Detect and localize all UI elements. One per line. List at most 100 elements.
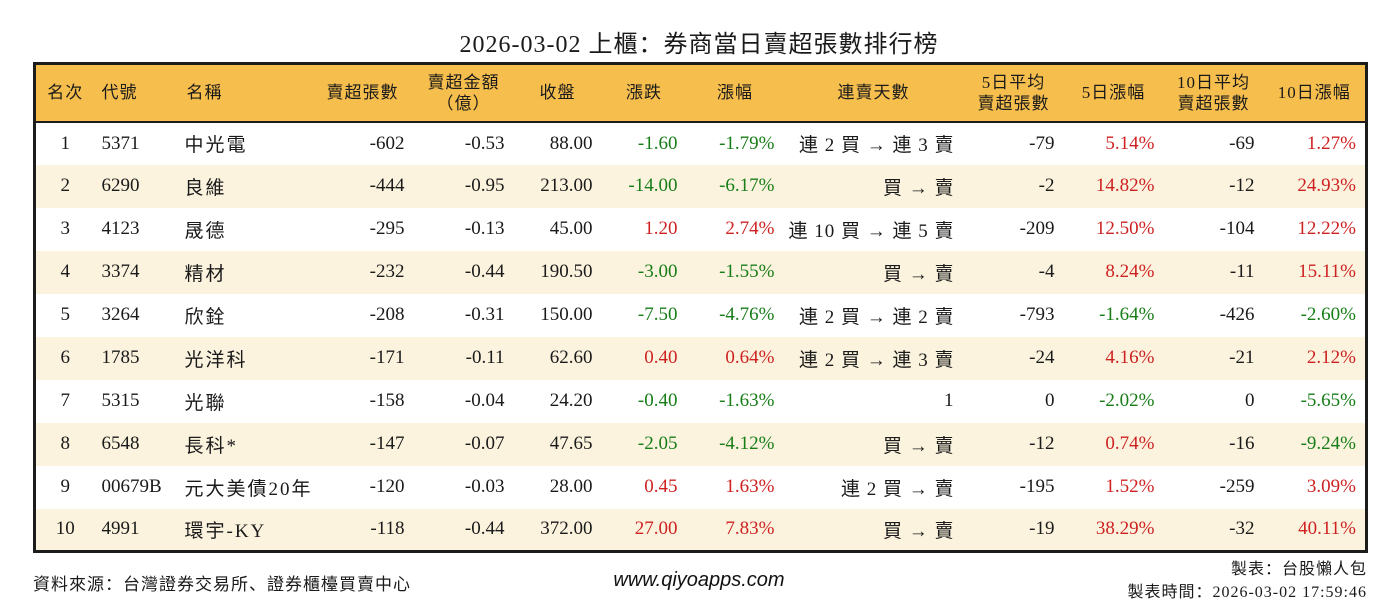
cell-amount: -0.53 bbox=[464, 132, 505, 154]
cell-rank: 2 bbox=[60, 175, 71, 196]
cell-pct5: 0.74% bbox=[1105, 433, 1155, 454]
cell-pct5: 5.14% bbox=[1105, 132, 1155, 154]
cell-name: 晟德 bbox=[184, 220, 227, 242]
cell-change: 1.20 bbox=[644, 218, 678, 239]
credit-made-at: 製表時間：2026-03-02 17:59:46 bbox=[1127, 584, 1367, 601]
cell-pct5: -1.64% bbox=[1099, 304, 1155, 325]
data-source-text: 資料來源：台灣證券交易所、證券櫃檯買賣中心 bbox=[33, 575, 411, 594]
cell-amount: -0.95 bbox=[464, 175, 505, 196]
cell-streak: 買 → 賣 bbox=[882, 520, 955, 542]
cell-avg10: -69 bbox=[1229, 132, 1255, 154]
table-row: 10 4991 環宇-KY -118 -0.44 372.00 27.00 7.… bbox=[34, 508, 1367, 552]
cell-change-pct: -1.55% bbox=[719, 261, 775, 282]
cell-close: 372.00 bbox=[540, 518, 593, 540]
cell-streak: 1 bbox=[944, 390, 955, 411]
page-title: 2026-03-02 上櫃：券商當日賣超張數排行榜 bbox=[459, 32, 939, 58]
cell-amount: -0.31 bbox=[464, 304, 505, 325]
cell-change: -14.00 bbox=[628, 175, 678, 196]
col-header-amount: 賣超金額 （億） bbox=[413, 63, 514, 123]
cell-net-sell: -118 bbox=[370, 518, 405, 540]
cell-pct10: 12.22% bbox=[1297, 218, 1356, 239]
cell-pct5: 38.29% bbox=[1095, 518, 1155, 540]
cell-code: 6548 bbox=[101, 433, 140, 454]
cell-net-sell: -147 bbox=[369, 433, 405, 454]
cell-avg5: -209 bbox=[1019, 218, 1055, 239]
cell-avg5: -79 bbox=[1029, 132, 1055, 154]
col-header-streak: 連賣天數 bbox=[783, 63, 964, 123]
cell-avg10: -426 bbox=[1219, 304, 1255, 325]
cell-amount: -0.04 bbox=[464, 390, 505, 411]
credit-maker: 製表：台股懶人包 bbox=[1230, 561, 1367, 578]
cell-avg10: -21 bbox=[1229, 347, 1255, 368]
cell-name: 光聯 bbox=[184, 392, 227, 414]
cell-change-pct: -1.79% bbox=[719, 132, 775, 154]
cell-code: 3374 bbox=[101, 261, 140, 282]
table-row: 7 5315 光聯 -158 -0.04 24.20 -0.40 -1.63% … bbox=[34, 379, 1367, 423]
cell-code: 5371 bbox=[101, 132, 140, 154]
table-body: 1 5371 中光電 -602 -0.53 88.00 -1.60 -1.79%… bbox=[34, 121, 1367, 552]
cell-avg10: -12 bbox=[1229, 175, 1255, 196]
col-header-pct5: 5日漲幅 bbox=[1063, 63, 1164, 123]
cell-code: 00679B bbox=[101, 476, 162, 497]
cell-name: 良維 bbox=[184, 177, 227, 199]
cell-rank: 5 bbox=[60, 304, 71, 325]
cell-rank: 4 bbox=[60, 261, 71, 282]
col-header-name: 名稱 bbox=[179, 63, 312, 123]
cell-change-pct: -4.12% bbox=[719, 433, 775, 454]
cell-avg10: -32 bbox=[1229, 518, 1255, 540]
cell-close: 24.20 bbox=[549, 390, 593, 411]
col-header-avg5: 5日平均 賣超張數 bbox=[963, 63, 1064, 123]
cell-amount: -0.03 bbox=[464, 476, 505, 497]
col-header-rank: 名次 bbox=[34, 63, 95, 123]
table-row: 5 3264 欣銓 -208 -0.31 150.00 -7.50 -4.76%… bbox=[34, 293, 1367, 337]
cell-avg5: 0 bbox=[1045, 390, 1055, 411]
cell-avg5: -793 bbox=[1019, 304, 1055, 325]
cell-amount: -0.44 bbox=[464, 518, 505, 540]
cell-pct10: -9.24% bbox=[1300, 433, 1356, 454]
cell-change: -7.50 bbox=[637, 304, 678, 325]
cell-change-pct: -4.76% bbox=[719, 304, 775, 325]
cell-streak: 買 → 賣 bbox=[882, 263, 955, 285]
cell-change: -1.60 bbox=[637, 132, 678, 154]
cell-streak: 連 2 買 → 連 2 賣 bbox=[798, 306, 955, 328]
cell-amount: -0.13 bbox=[464, 218, 505, 239]
cell-pct5: -2.02% bbox=[1099, 390, 1155, 411]
cell-rank: 10 bbox=[55, 518, 75, 540]
cell-net-sell: -208 bbox=[369, 304, 405, 325]
cell-code: 3264 bbox=[101, 304, 140, 325]
cell-pct10: 15.11% bbox=[1298, 261, 1356, 282]
cell-net-sell: -602 bbox=[369, 132, 405, 154]
cell-avg10: 0 bbox=[1245, 390, 1255, 411]
cell-pct10: 1.27% bbox=[1306, 132, 1356, 154]
cell-avg5: -19 bbox=[1029, 518, 1055, 540]
cell-code: 1785 bbox=[101, 347, 140, 368]
cell-avg10: -104 bbox=[1219, 218, 1255, 239]
col-header-net-sell: 賣超張數 bbox=[311, 63, 414, 123]
cell-avg10: -11 bbox=[1229, 261, 1255, 282]
table-row: 1 5371 中光電 -602 -0.53 88.00 -1.60 -1.79%… bbox=[34, 121, 1367, 165]
cell-rank: 7 bbox=[60, 390, 71, 411]
cell-code: 4123 bbox=[101, 218, 140, 239]
col-header-change-pct: 漲幅 bbox=[686, 63, 784, 123]
cell-change: -3.00 bbox=[637, 261, 678, 282]
cell-pct5: 4.16% bbox=[1105, 347, 1155, 368]
table-row: 8 6548 長科* -147 -0.07 47.65 -2.05 -4.12%… bbox=[34, 422, 1367, 466]
cell-change: 0.40 bbox=[644, 347, 678, 368]
website-url: www.qiyoapps.com bbox=[613, 569, 785, 591]
cell-code: 4991 bbox=[101, 518, 140, 540]
cell-pct5: 8.24% bbox=[1105, 261, 1155, 282]
cell-change: 27.00 bbox=[634, 518, 678, 540]
cell-rank: 1 bbox=[60, 132, 71, 154]
cell-close: 47.65 bbox=[549, 433, 593, 454]
table-row: 4 3374 精材 -232 -0.44 190.50 -3.00 -1.55%… bbox=[34, 250, 1367, 294]
col-header-change: 漲跌 bbox=[601, 63, 687, 123]
cell-rank: 6 bbox=[60, 347, 71, 368]
cell-code: 6290 bbox=[101, 175, 140, 196]
cell-avg10: -259 bbox=[1219, 476, 1255, 497]
cell-pct5: 14.82% bbox=[1095, 175, 1155, 196]
cell-pct5: 1.52% bbox=[1105, 476, 1155, 497]
cell-pct10: 40.11% bbox=[1298, 518, 1356, 540]
cell-streak: 連 2 買 → 連 3 賣 bbox=[798, 349, 955, 371]
cell-change-pct: 0.64% bbox=[725, 347, 775, 368]
cell-pct10: 3.09% bbox=[1306, 476, 1356, 497]
